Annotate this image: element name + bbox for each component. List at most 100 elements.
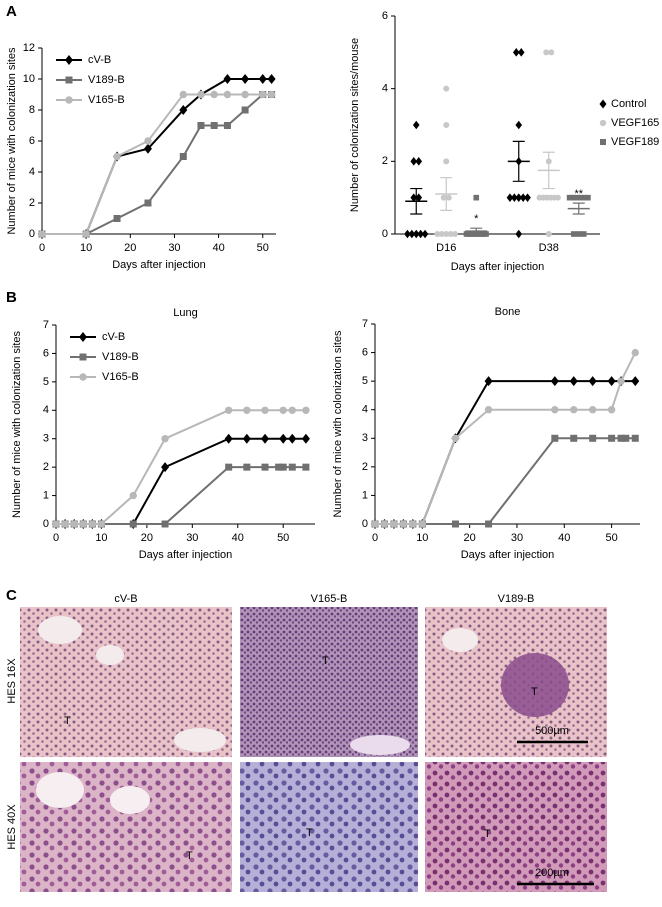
y-axis-label: Number of colonization sites/mouse (349, 38, 361, 212)
y-tick-label: 0 (382, 228, 388, 240)
marker (569, 376, 578, 387)
x-tick-label: 20 (124, 242, 136, 254)
marker (607, 406, 616, 414)
marker (161, 462, 170, 473)
error-bar (410, 187, 423, 215)
legend-label: cV-B (102, 331, 125, 343)
legend-label: V165-B (88, 94, 125, 106)
tumor-nodule (501, 653, 569, 717)
alveolus (110, 786, 150, 814)
marker (410, 157, 418, 166)
y-axis-label: Number of mice with colonization sites (11, 330, 23, 518)
marker (224, 406, 233, 414)
y-tick-label: 8 (29, 104, 35, 116)
series-line (375, 437, 636, 525)
y-tick-label: 2 (362, 461, 368, 473)
marker (279, 463, 287, 471)
y-tick-label: 2 (43, 461, 49, 473)
marker (421, 229, 429, 239)
marker (443, 122, 450, 128)
y-tick-label: 4 (362, 404, 368, 416)
marker (70, 520, 78, 528)
x-tick-label: 0 (372, 532, 378, 544)
marker (288, 406, 296, 414)
marker (267, 74, 276, 84)
marker (554, 194, 561, 201)
marker (223, 74, 232, 84)
x-tick-label: 50 (277, 532, 289, 544)
marker (38, 230, 46, 238)
marker (52, 520, 60, 528)
marker (550, 376, 559, 387)
x-tick-label: 50 (605, 532, 617, 544)
legend-label: Control (611, 98, 646, 110)
legend-marker (65, 76, 73, 84)
y-tick-label: 0 (43, 518, 49, 530)
marker (261, 463, 269, 471)
marker (197, 90, 205, 99)
y-tick-label: 3 (43, 433, 49, 445)
marker (258, 74, 267, 84)
legend-label: V165-B (102, 371, 139, 383)
alveolus (36, 772, 84, 808)
x-axis-label: Days after injection (139, 549, 233, 561)
marker (570, 434, 578, 442)
tumor-label: T (306, 827, 313, 839)
x-tick-label: D16 (436, 242, 456, 254)
marker (519, 193, 527, 202)
marker (144, 199, 152, 207)
marker (473, 194, 480, 201)
x-tick-label: 0 (53, 532, 59, 544)
marker (223, 122, 231, 129)
marker (511, 193, 518, 202)
marker (485, 520, 493, 528)
marker (515, 120, 523, 130)
marker (301, 433, 310, 444)
marker (144, 137, 152, 145)
y-tick-label: 5 (362, 375, 368, 387)
error-bar (470, 227, 483, 235)
marker (524, 193, 531, 202)
x-tick-label: 20 (464, 532, 476, 544)
y-tick-label: 2 (382, 155, 388, 167)
y-axis-label: Number of mice with colonization sites (332, 330, 344, 518)
y-tick-label: 5 (43, 376, 49, 388)
marker (443, 158, 450, 165)
marker (261, 406, 269, 414)
marker (451, 520, 459, 528)
legend-marker (65, 96, 73, 104)
series-line (56, 437, 306, 525)
marker (517, 48, 525, 57)
marker (588, 406, 597, 414)
panel-label: B (6, 289, 17, 306)
tumor-label: T (64, 715, 71, 727)
marker (415, 157, 423, 166)
y-tick-label: 4 (43, 404, 49, 416)
error-bar (542, 151, 555, 190)
column-label: cV-B (114, 593, 137, 605)
marker (438, 231, 445, 237)
marker (447, 231, 454, 237)
marker (415, 193, 423, 202)
chart-title: Bone (495, 306, 521, 318)
marker (408, 229, 416, 239)
histology-image (425, 762, 607, 892)
y-tick-label: 3 (362, 432, 368, 444)
marker (575, 231, 582, 237)
x-tick-label: 0 (39, 242, 45, 254)
marker (288, 433, 297, 444)
marker (512, 48, 520, 57)
y-tick-label: 4 (29, 166, 35, 178)
x-tick-label: 30 (168, 242, 180, 254)
marker (417, 229, 424, 239)
marker (412, 120, 420, 130)
tumor-label: T (322, 655, 329, 667)
alveolus (38, 616, 82, 644)
marker (551, 434, 559, 442)
marker (581, 194, 588, 201)
column-label: V189-B (498, 593, 535, 605)
legend-marker (599, 99, 607, 109)
marker (588, 376, 597, 387)
marker (279, 433, 288, 444)
marker (302, 463, 310, 471)
